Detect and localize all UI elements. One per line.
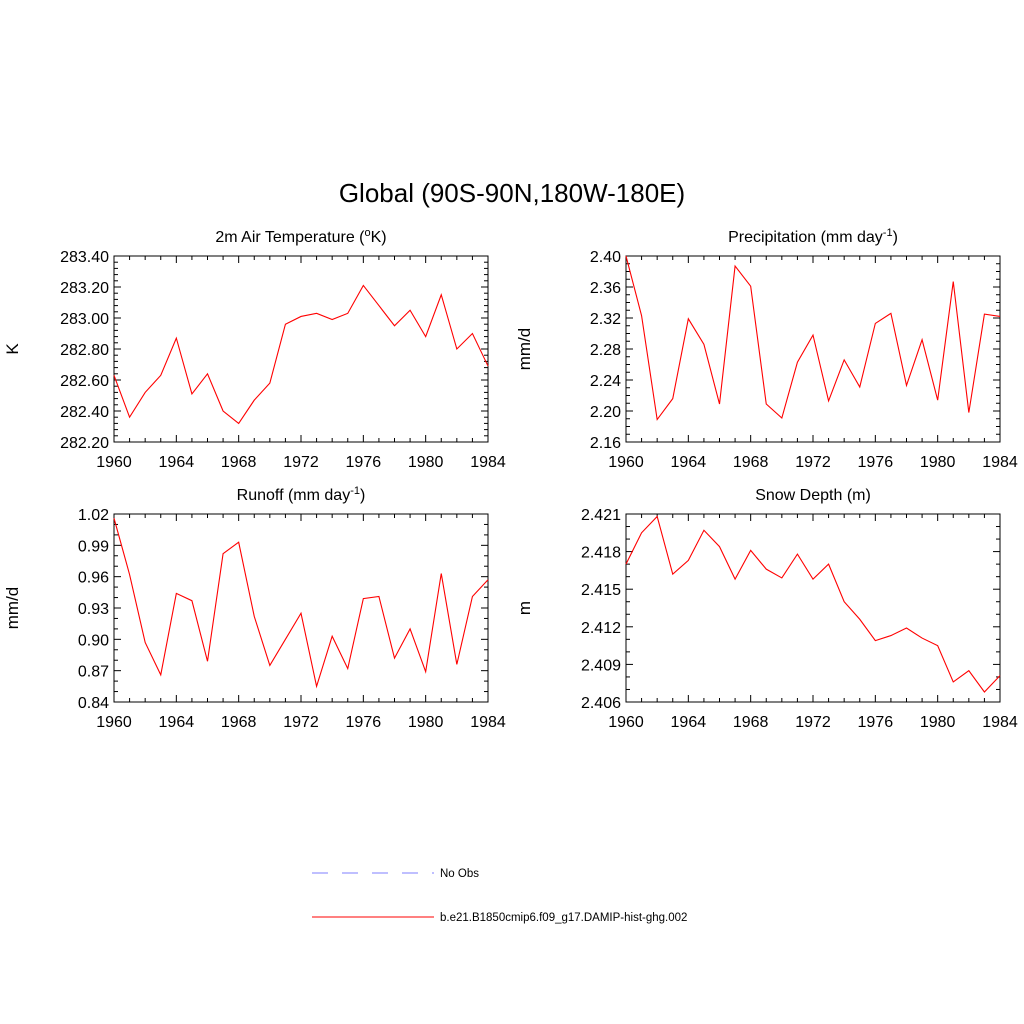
y-tick-label: 282.40 (60, 404, 109, 421)
panel-air-temperature: 1960 1964 1968 1972 1976 1980 1984 282.20 282.40… (3, 227, 506, 471)
y-tick-label: 282.60 (60, 373, 109, 390)
x-tick-label: 1976 (346, 454, 382, 471)
x-tick-label: 1960 (96, 454, 132, 471)
panel-title: Precipitation (mm day-1) (728, 227, 898, 246)
y-tick-label: 2.32 (590, 311, 621, 328)
y-tick-label: 282.20 (60, 435, 109, 452)
legend-label-no-obs: No Obs (440, 868, 479, 880)
x-tick-label: 1964 (671, 714, 707, 731)
y-tick-label: 2.412 (581, 620, 621, 637)
x-tick-label: 1984 (470, 714, 506, 731)
y-tick-label: 2.28 (590, 342, 621, 359)
x-tick-label: 1972 (283, 714, 319, 731)
x-tick-label: 1964 (159, 714, 195, 731)
plot-frame (625, 513, 1001, 703)
y-tick-label: 2.406 (581, 695, 621, 712)
x-tick-label: 1980 (408, 714, 444, 731)
plot-frame (113, 255, 489, 443)
series-line (625, 515, 1001, 693)
y-axis-label: m (515, 601, 534, 615)
y-tick-label: 2.16 (590, 435, 621, 452)
x-tick-label: 1976 (858, 454, 894, 471)
y-tick-label: 282.80 (60, 342, 109, 359)
series-line (113, 518, 489, 689)
panel-title: 2m Air Temperature (oK) (215, 227, 386, 246)
y-axis-label: mm/d (3, 587, 22, 630)
main-title: Global (90S-90N,180W-180E) (339, 178, 685, 208)
legend-label-model: b.e21.B1850cmip6.f09_g17.DAMIP-hist-ghg.… (440, 912, 687, 924)
y-tick-label: 2.40 (590, 249, 621, 266)
x-tick-label: 1972 (795, 454, 831, 471)
panel-precipitation: 1960 1964 1968 1972 1976 1980 1984 2.16 2.20 2.24… (515, 227, 1018, 471)
y-tick-label: 1.02 (78, 507, 109, 524)
panel-title: Runoff (mm day-1) (237, 485, 366, 504)
legend: No Obs b.e21.B1850cmip6.f09_g17.DAMIP-hi… (312, 868, 687, 924)
x-tick-label: 1980 (408, 454, 444, 471)
x-tick-label: 1968 (733, 454, 769, 471)
series-line (113, 284, 489, 425)
y-tick-label: 0.93 (78, 601, 109, 618)
y-tick-label: 2.20 (590, 404, 621, 421)
x-tick-label: 1964 (671, 454, 707, 471)
y-tick-label: 0.96 (78, 570, 109, 587)
y-tick-label: 283.00 (60, 311, 109, 328)
x-tick-label: 1980 (920, 714, 956, 731)
x-tick-label: 1976 (858, 714, 894, 731)
y-tick-label: 283.40 (60, 249, 109, 266)
x-tick-label: 1960 (96, 714, 132, 731)
x-tick-label: 1968 (221, 714, 257, 731)
x-tick-label: 1984 (982, 714, 1018, 731)
x-tick-label: 1968 (221, 454, 257, 471)
panel-runoff: 1960 1964 1968 1972 1976 1980 1984 0.84 0.87 0.90… (3, 485, 506, 731)
y-tick-label: 2.36 (590, 280, 621, 297)
panel-snow-depth: 1960 1964 1968 1972 1976 1980 1984 2.406 2.409 2.… (515, 487, 1018, 731)
x-tick-label: 1984 (982, 454, 1018, 471)
x-tick-label: 1960 (608, 714, 644, 731)
x-tick-label: 1960 (608, 454, 644, 471)
y-tick-label: 0.87 (78, 664, 109, 681)
panel-title: Snow Depth (m) (755, 487, 871, 504)
x-tick-label: 1980 (920, 454, 956, 471)
y-tick-label: 2.421 (581, 507, 621, 524)
y-tick-label: 0.90 (78, 632, 109, 649)
y-tick-label: 2.409 (581, 657, 621, 674)
y-axis-label: K (3, 343, 22, 355)
x-tick-label: 1972 (795, 714, 831, 731)
x-tick-label: 1964 (159, 454, 195, 471)
y-tick-label: 0.99 (78, 538, 109, 555)
y-tick-label: 2.24 (590, 373, 621, 390)
x-tick-label: 1968 (733, 714, 769, 731)
x-tick-label: 1972 (283, 454, 319, 471)
y-tick-label: 0.84 (78, 695, 109, 712)
x-tick-label: 1976 (346, 714, 382, 731)
plot-frame (113, 513, 489, 703)
y-tick-label: 283.20 (60, 280, 109, 297)
x-tick-label: 1984 (470, 454, 506, 471)
series-line (625, 255, 1001, 421)
y-tick-label: 2.415 (581, 582, 621, 599)
y-axis-label: mm/d (515, 328, 534, 371)
y-tick-label: 2.418 (581, 545, 621, 562)
